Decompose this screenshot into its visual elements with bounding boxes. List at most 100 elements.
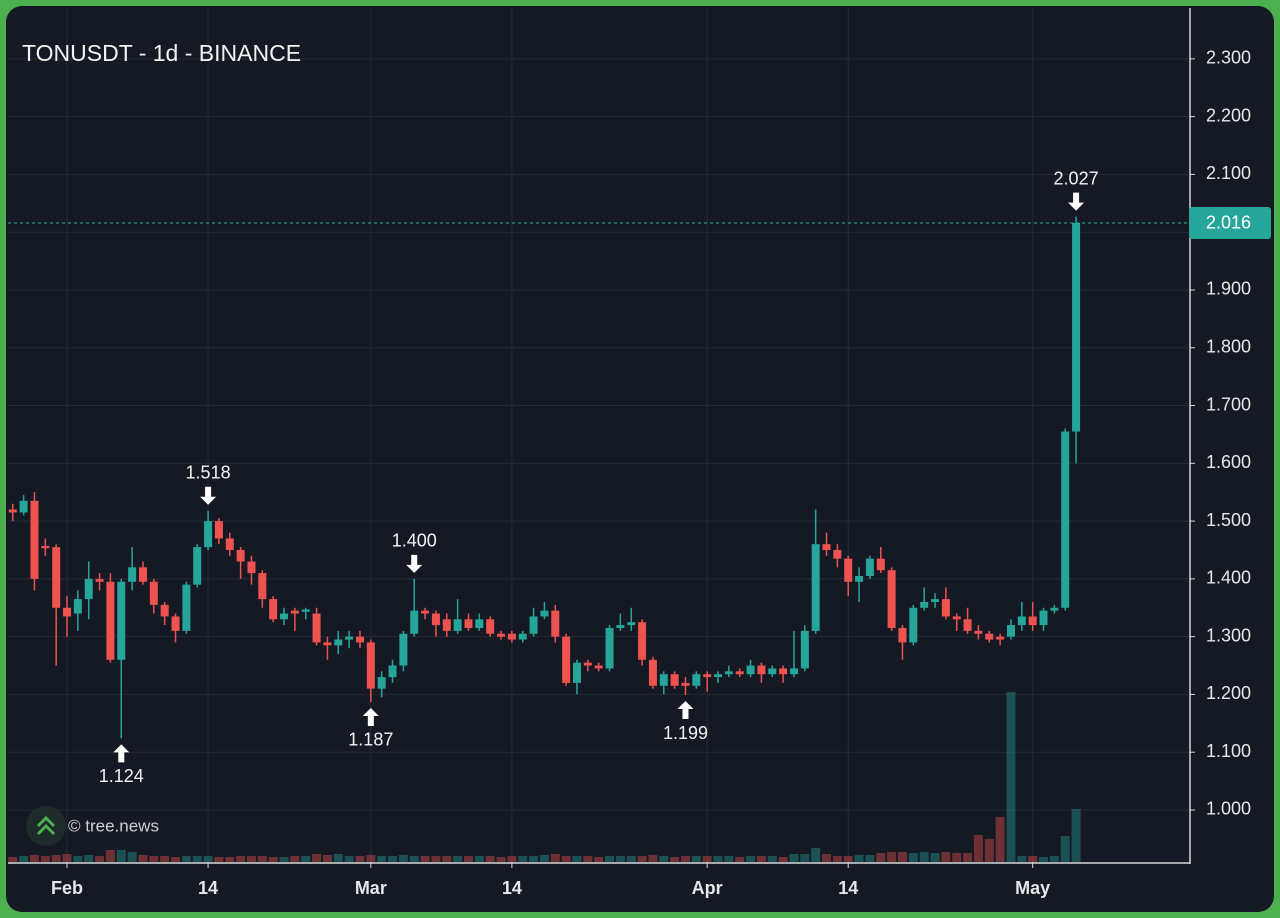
candle-body: [193, 547, 202, 585]
volume-bar: [843, 856, 853, 862]
candle-body: [876, 558, 885, 571]
volume-bar: [648, 855, 658, 862]
x-tick-label: May: [1015, 878, 1050, 898]
candle-body: [1017, 616, 1026, 626]
volume-bar: [236, 856, 246, 862]
x-tick-label: Feb: [51, 878, 83, 898]
candle-body: [963, 619, 972, 631]
volume-bar: [659, 856, 669, 862]
volume-bar: [930, 853, 940, 862]
y-tick-label: 2.300: [1206, 48, 1251, 68]
volume-bar: [51, 855, 61, 862]
y-tick-label: 1.500: [1206, 510, 1251, 530]
candle-body: [323, 642, 332, 646]
annotation-label: 1.187: [348, 730, 393, 750]
volume-bar: [550, 854, 560, 862]
volume-bar: [62, 854, 72, 862]
candle-body: [931, 599, 940, 602]
annotation-label: 1.400: [392, 531, 437, 551]
candle-body: [117, 581, 126, 660]
candle-body: [996, 636, 1005, 640]
volume-bar: [398, 855, 408, 862]
candle-body: [1006, 625, 1015, 637]
candle-body: [63, 607, 72, 617]
last-price-label: 2.016: [1206, 213, 1251, 233]
volume-bar: [225, 857, 235, 862]
candle-body: [497, 633, 506, 637]
volume-bar: [388, 856, 398, 862]
candle-body: [290, 610, 299, 614]
candle-body: [638, 622, 647, 660]
volume-bar: [105, 850, 115, 862]
volume-bar: [876, 853, 886, 862]
candle-body: [789, 668, 798, 675]
volume-bar: [474, 856, 484, 862]
volume-bar: [865, 855, 875, 862]
volume-bar: [1071, 809, 1081, 862]
candle-body: [84, 578, 93, 600]
volume-bar: [138, 855, 148, 862]
candle-body: [724, 671, 733, 675]
candle-body: [149, 581, 158, 605]
candle-body: [974, 630, 983, 634]
candle-body: [1039, 610, 1048, 626]
volume-bar: [973, 835, 983, 862]
volume-bar: [95, 856, 105, 862]
last-price-badge: [1189, 206, 1271, 239]
candle-body: [735, 671, 744, 675]
volume-bar: [963, 853, 973, 862]
candle-body: [41, 545, 50, 549]
volume-bar: [485, 856, 495, 862]
candle-body: [355, 636, 364, 643]
candle-body: [301, 609, 310, 612]
volume-bar: [832, 856, 842, 862]
annotation-label: 1.124: [99, 766, 144, 786]
annotation-arrow: [406, 554, 423, 573]
candle-body: [204, 521, 213, 548]
candle-body: [410, 610, 419, 634]
volume-bar: [822, 854, 832, 862]
candle-body: [73, 599, 82, 614]
watermark-chevrons: [36, 815, 56, 836]
candle-body: [280, 613, 289, 620]
volume-bar: [691, 856, 701, 862]
candle-body: [844, 558, 853, 582]
volume-bar: [756, 856, 766, 862]
candle-body: [562, 636, 571, 683]
volume-bar: [952, 853, 962, 862]
y-tick-label: 1.900: [1206, 279, 1251, 299]
volume-bar: [1028, 856, 1038, 862]
candle-body: [95, 578, 104, 582]
candle-body: [659, 674, 668, 686]
volume-bar: [366, 855, 376, 862]
candle-body: [182, 584, 191, 631]
x-tick-label: Mar: [355, 878, 387, 898]
volume-bar: [377, 856, 387, 862]
volume-bar: [301, 856, 311, 862]
volume-bar: [29, 855, 39, 862]
volume-bar: [127, 852, 137, 862]
candle-body: [529, 616, 538, 634]
volume-bar: [279, 857, 289, 862]
candle-body: [692, 674, 701, 686]
volume-bar: [1017, 856, 1027, 862]
volume-bar: [919, 852, 929, 862]
volume-bar: [800, 854, 810, 862]
volume-bar: [160, 856, 170, 862]
y-tick-label: 1.400: [1206, 568, 1251, 588]
volume-bar: [507, 856, 517, 862]
volume-bar: [897, 852, 907, 862]
volume-bar: [702, 856, 712, 862]
panel: [6, 6, 1274, 912]
candle-body: [540, 610, 549, 617]
candle-body: [703, 674, 712, 678]
candle-body: [1061, 431, 1070, 608]
volume-bar: [344, 856, 354, 862]
candle-body: [52, 547, 61, 608]
volume-bar: [40, 856, 50, 862]
candle-body: [475, 619, 484, 628]
candle-body: [236, 549, 245, 562]
volume-bar: [203, 856, 213, 862]
annotation-arrow: [1068, 192, 1085, 211]
